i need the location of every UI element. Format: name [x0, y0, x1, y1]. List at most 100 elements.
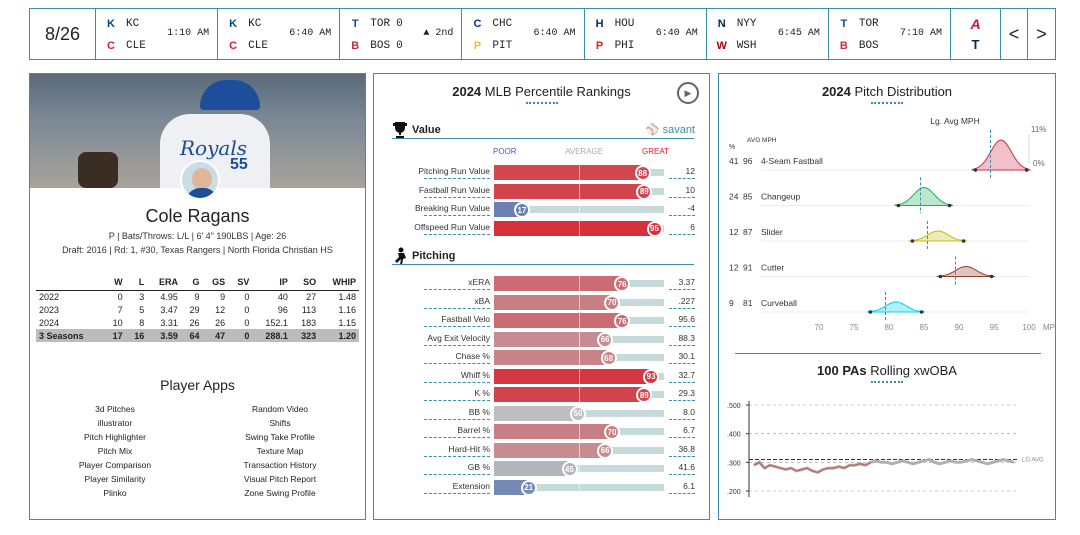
stats-cell: 0 — [117, 291, 123, 302]
team-logos-more[interactable]: A T — [951, 9, 1001, 59]
game-card[interactable]: C CHC P PIT 6:40 AM — [462, 9, 585, 59]
stats-cell: 323 — [290, 329, 320, 342]
prev-button[interactable]: < — [1001, 9, 1028, 59]
stats-cell: 3.31 — [160, 317, 178, 328]
jersey-number: 55 — [230, 156, 248, 173]
player-bio: P | Bats/Throws: L/L | 6' 4" 190LBS | Ag… — [108, 231, 287, 241]
percentile-bar — [494, 442, 607, 458]
team-logo-icon: K — [107, 18, 115, 30]
stats-header: G — [180, 274, 203, 291]
x-tick-label: 95 — [990, 323, 999, 332]
percentile-value: 95.6 — [678, 314, 695, 324]
percentile-title: 2024 MLB Percentile Rankings — [374, 84, 709, 104]
table-row: 2023 7 5 3.47 29 12 0 96 113 1.16 — [36, 303, 359, 316]
app-link[interactable]: Swing Take Profile — [245, 432, 315, 442]
game-status: 6:40 AM — [289, 28, 332, 39]
value-underline — [669, 233, 695, 235]
app-link[interactable]: Pitch Mix — [97, 446, 133, 456]
pitch-mph: 87 — [743, 227, 753, 237]
pitch-pct: 12 — [729, 263, 739, 273]
app-link[interactable]: illustrator — [97, 418, 133, 428]
team-logo-icon: T — [840, 18, 848, 30]
x-tick-label: 100 — [1022, 323, 1036, 332]
app-link[interactable]: Zone Swing Profile — [244, 488, 316, 498]
average-line — [579, 331, 580, 347]
percentile-bubble: 21 — [520, 479, 537, 496]
app-link[interactable]: Plinko — [103, 488, 127, 498]
team-logo-icon: C — [229, 40, 238, 52]
game-card[interactable]: T TOR 0 B BOS 0 ▲ 2nd — [340, 9, 463, 59]
pitching-divider — [392, 264, 694, 265]
value-underline — [669, 215, 695, 216]
stats-cell: 0 — [244, 317, 250, 328]
pitch-mph: 96 — [743, 156, 753, 166]
scale-great: GREAT — [642, 147, 669, 156]
percentile-bubble: 68 — [600, 350, 617, 366]
percentile-bar — [494, 461, 571, 476]
team-logo-icon: C — [107, 40, 115, 52]
percentile-label: Breaking Run Value — [415, 203, 490, 213]
table-row: 2024 10 8 3.31 26 26 0 152.1 183 1.15 — [36, 316, 359, 329]
away-team: TOR — [370, 18, 391, 30]
label-underline — [424, 233, 490, 235]
game-card[interactable]: T TOR B BOS 7:10 AM — [829, 9, 951, 59]
app-link[interactable]: Player Similarity — [84, 474, 146, 484]
value-underline — [669, 474, 695, 475]
curve-endpoint — [938, 274, 943, 279]
stats-cell: 3 Seasons — [36, 329, 105, 342]
away-team: NYY — [736, 18, 757, 30]
pitch-pct: 12 — [729, 227, 739, 237]
stats-cell: 40 — [277, 291, 288, 302]
label-underline — [424, 307, 490, 309]
percentile-bubble: 66 — [597, 442, 614, 459]
percentile-bar — [494, 405, 579, 421]
stats-table: W L ERA G GS SV IP SO WHIP 2022 0 3 4.95 9 9 0 40 27 1.48… — [36, 274, 359, 342]
average-line — [579, 313, 580, 328]
app-link[interactable]: Random Video — [251, 404, 309, 414]
value-underline — [669, 492, 695, 494]
percentile-label: Chase % — [455, 351, 491, 361]
away-team: KC — [126, 18, 140, 30]
pitch-density-curve — [894, 186, 953, 206]
percentile-bubble: 50 — [570, 405, 586, 422]
value-section-header: Value — [392, 121, 441, 139]
average-line — [579, 165, 580, 180]
away-team: CHC — [492, 18, 513, 30]
percentile-bar — [494, 424, 613, 439]
stats-cell: 4.95 — [160, 291, 178, 302]
percentile-bubble: 76 — [614, 313, 631, 329]
home-team: CLE — [248, 40, 268, 52]
curve-endpoint — [910, 239, 915, 243]
stats-cell: 183 — [301, 317, 317, 328]
game-card[interactable]: K KC C CLE 1:10 AM — [96, 9, 219, 59]
percentile-label: Whiff % — [460, 369, 490, 380]
team-logo-icon: P — [595, 40, 604, 52]
table-row: 2022 0 3 4.95 9 9 0 40 27 1.48 — [36, 290, 359, 303]
app-link[interactable]: 3d Pitches — [95, 404, 135, 414]
value-underline — [669, 307, 695, 309]
percentile-value: .227 — [678, 295, 695, 306]
avatar — [180, 160, 220, 200]
stats-cell: 0 — [244, 291, 250, 302]
game-card[interactable]: H HOU P PHI 6:40 AM — [585, 9, 707, 59]
savant-logo: ⚾ savant — [646, 123, 695, 136]
next-button[interactable]: > — [1036, 23, 1047, 44]
label-underline — [424, 400, 490, 401]
app-link[interactable]: Visual Pitch Report — [243, 474, 317, 484]
app-link[interactable]: Player Comparison — [78, 460, 152, 470]
app-link[interactable]: Shifts — [269, 418, 291, 428]
app-link[interactable]: Texture Map — [256, 446, 304, 456]
percentile-bar — [494, 387, 646, 402]
stats-cell: 26 — [189, 317, 200, 328]
stats-cell: 1.48 — [338, 291, 356, 302]
pitch-pct: 24 — [729, 192, 739, 202]
app-link[interactable]: Transaction History — [243, 460, 317, 470]
play-icon[interactable]: ▶ — [677, 82, 699, 104]
stats-cell: 12 — [215, 304, 226, 315]
game-card[interactable]: N NYY W WSH 6:45 AM — [707, 9, 829, 59]
percentile-value: 6 — [690, 221, 695, 232]
app-link[interactable]: Pitch Highlighter — [84, 432, 146, 442]
game-card[interactable]: K KC C CLE 6:40 AM — [218, 9, 341, 59]
percentile-bar — [494, 165, 644, 180]
pitch-density-curve — [908, 230, 967, 242]
